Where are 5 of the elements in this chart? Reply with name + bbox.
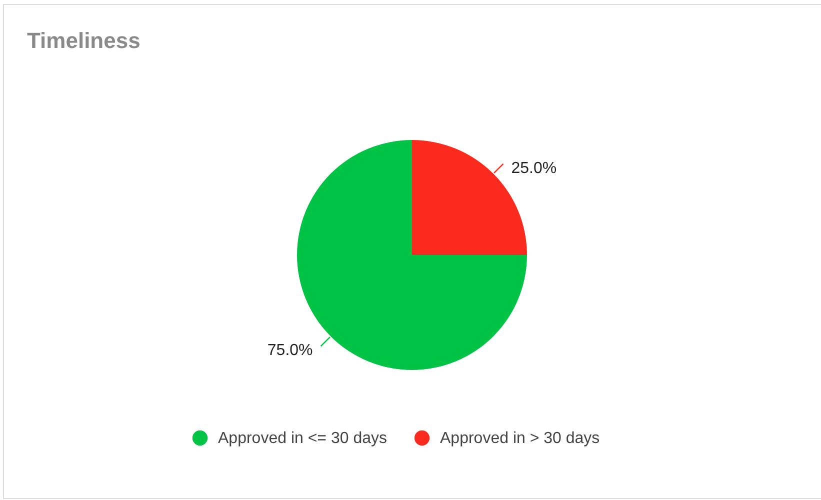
data-label: 75.0% <box>267 342 313 360</box>
legend-label: Approved in > 30 days <box>440 430 600 447</box>
chart-title: Timeliness <box>27 28 140 53</box>
legend-label: Approved in <= 30 days <box>218 430 388 447</box>
data-label: 25.0% <box>511 160 557 177</box>
